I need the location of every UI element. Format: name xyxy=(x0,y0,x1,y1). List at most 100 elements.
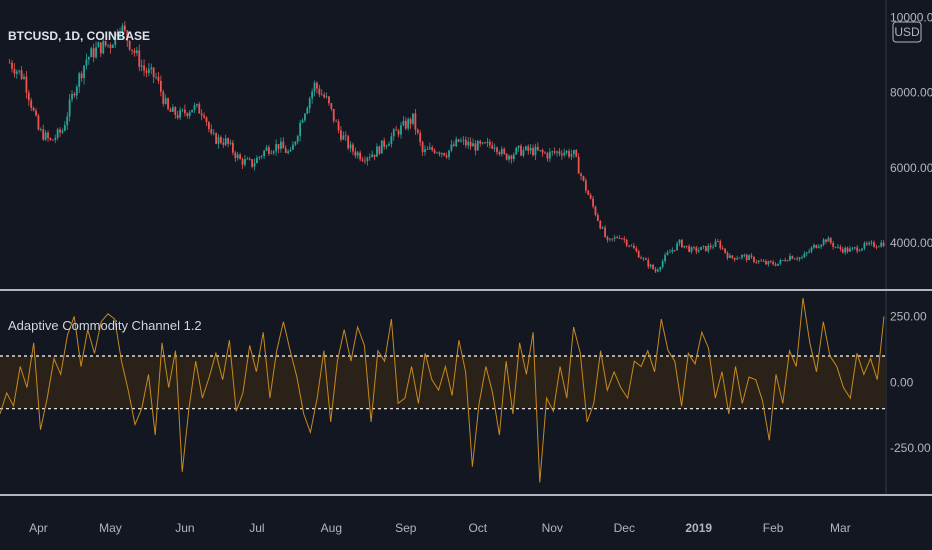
candle xyxy=(39,127,42,132)
currency-button[interactable]: USD xyxy=(892,21,922,43)
candle xyxy=(467,137,470,149)
candle xyxy=(419,130,422,147)
candle xyxy=(748,254,751,261)
candle xyxy=(544,151,546,155)
candle xyxy=(873,240,875,248)
candle xyxy=(608,238,611,242)
candle xyxy=(827,236,830,242)
candle xyxy=(299,119,302,142)
candle xyxy=(685,245,688,249)
candle xyxy=(49,137,52,141)
candle xyxy=(251,159,254,169)
candle xyxy=(861,248,863,252)
candle xyxy=(810,246,813,254)
candle xyxy=(769,260,772,264)
currency-button-frame xyxy=(892,21,922,43)
candle xyxy=(217,134,220,149)
symbol-label[interactable]: BTCUSD, 1D, COINBASE xyxy=(8,29,150,43)
candle xyxy=(572,149,575,159)
candle xyxy=(383,137,386,150)
candle xyxy=(424,145,426,156)
time-tick-label: Oct xyxy=(468,521,487,535)
candle xyxy=(753,256,755,264)
candle xyxy=(270,149,273,155)
candle xyxy=(400,122,402,139)
candle xyxy=(707,243,710,254)
candle xyxy=(599,220,602,230)
candle xyxy=(777,263,779,267)
candle xyxy=(186,112,189,119)
candle xyxy=(601,226,604,230)
candle xyxy=(301,118,304,124)
candle xyxy=(793,257,796,260)
candle xyxy=(68,94,71,122)
candle xyxy=(438,151,441,157)
time-axis[interactable]: Apr May Jun Jul Aug Sep Oct Nov Dec 2019 Feb Mar xyxy=(29,521,851,535)
candle xyxy=(565,149,568,155)
candle xyxy=(524,145,527,151)
price-tick-label: 4000.00 xyxy=(890,236,932,250)
candle xyxy=(805,251,808,257)
candle xyxy=(169,107,172,112)
price-axis[interactable]: 4000.00 6000.00 8000.00 10000.00 xyxy=(885,0,932,495)
candle xyxy=(503,147,506,156)
candle xyxy=(484,141,486,144)
candle xyxy=(188,110,191,119)
candle xyxy=(395,125,398,131)
candle xyxy=(416,128,419,135)
candle xyxy=(164,94,167,105)
indicator-name[interactable]: Adaptive Commodity Channel 1.2 xyxy=(8,318,202,333)
candle xyxy=(359,150,362,162)
candle xyxy=(258,156,261,161)
candle xyxy=(289,146,292,153)
candle xyxy=(244,154,246,167)
candle xyxy=(457,138,460,143)
candle xyxy=(229,139,232,146)
indicator-tick-label: 0.00 xyxy=(890,375,914,389)
candle xyxy=(56,127,59,141)
candle xyxy=(239,152,242,160)
indicator-pane[interactable]: Adaptive Commodity Channel 1.2 -250.00 0.… xyxy=(0,297,931,483)
candle xyxy=(690,246,693,254)
candle xyxy=(817,244,820,249)
candle xyxy=(820,244,823,250)
candle xyxy=(71,90,73,103)
candle xyxy=(311,88,314,104)
time-tick-label: Nov xyxy=(542,521,563,535)
candle xyxy=(171,104,174,113)
candle xyxy=(717,238,719,243)
candle xyxy=(109,42,112,54)
candle xyxy=(445,152,448,159)
candle xyxy=(320,89,323,96)
candle xyxy=(126,29,129,48)
candle xyxy=(570,149,573,161)
candle xyxy=(882,240,885,248)
candle xyxy=(143,59,145,77)
candle xyxy=(371,150,374,158)
candle xyxy=(431,145,434,152)
candle xyxy=(388,141,390,146)
candle xyxy=(280,137,282,153)
candle xyxy=(265,144,268,152)
candle xyxy=(505,153,508,161)
candle xyxy=(841,246,844,254)
candle xyxy=(512,152,515,163)
candle xyxy=(260,154,263,160)
candle xyxy=(630,244,633,247)
candle xyxy=(880,240,883,248)
candle xyxy=(839,244,842,252)
candle xyxy=(527,144,530,155)
candle xyxy=(652,264,654,270)
candle xyxy=(51,139,54,141)
price-pane[interactable]: BTCUSD, 1D, COINBASE xyxy=(0,0,886,288)
indicator-tick-label: 250.00 xyxy=(890,309,927,323)
candle xyxy=(837,243,839,249)
candle xyxy=(596,212,599,222)
candle xyxy=(709,243,712,250)
candle xyxy=(128,40,131,51)
time-tick-label: Jun xyxy=(175,521,194,535)
candle xyxy=(167,97,169,111)
candle xyxy=(750,252,753,259)
candle xyxy=(376,143,378,157)
